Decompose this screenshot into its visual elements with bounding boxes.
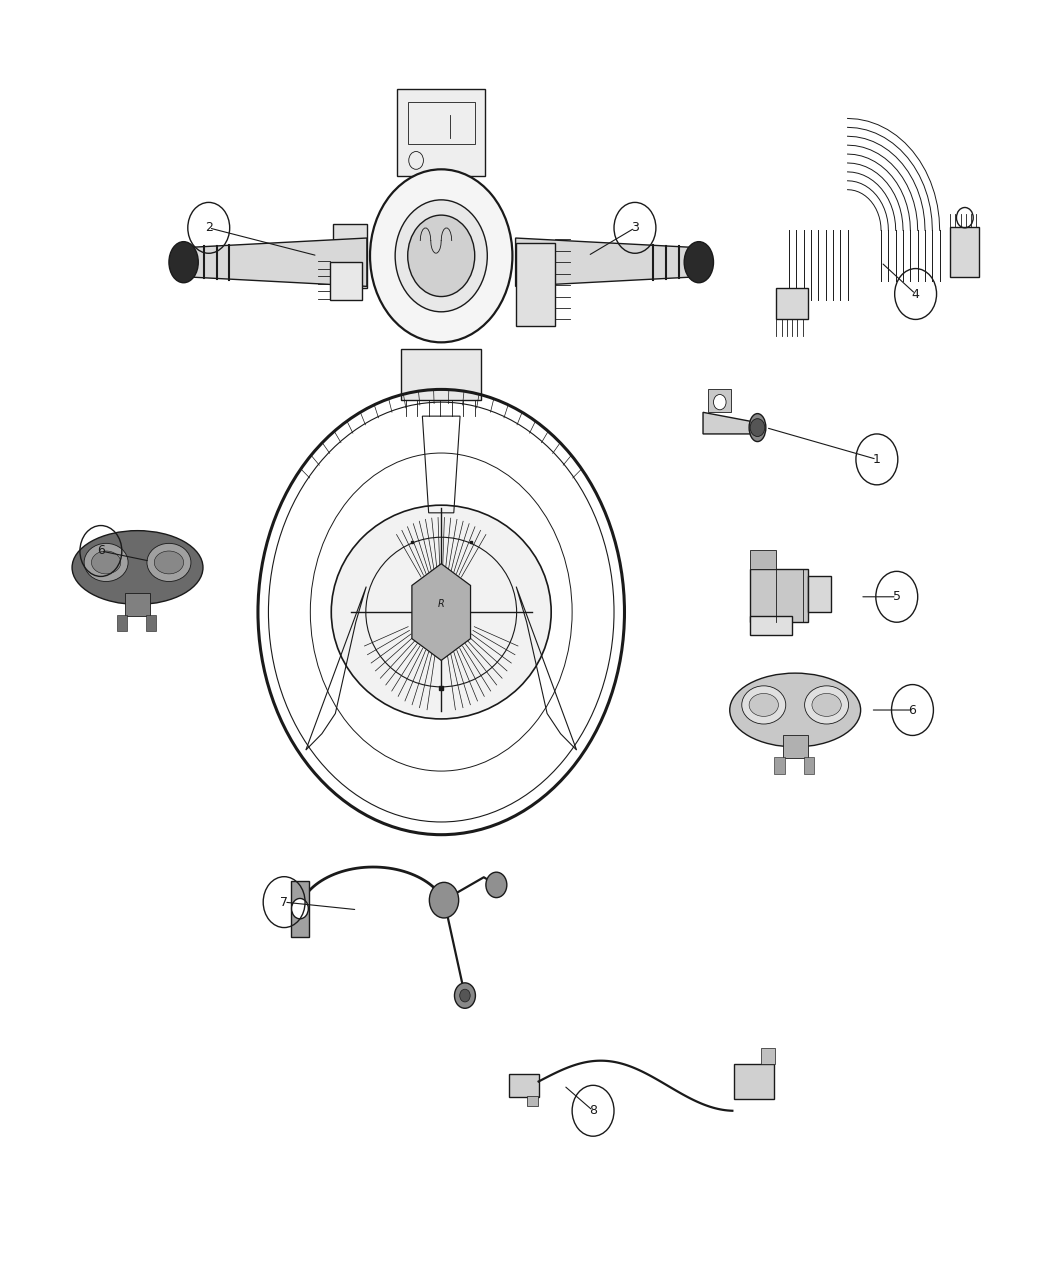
Text: 3: 3 <box>631 222 638 235</box>
Ellipse shape <box>169 242 198 283</box>
Circle shape <box>370 170 512 343</box>
Bar <box>407 102 475 144</box>
Circle shape <box>750 418 764 436</box>
Bar <box>401 348 481 399</box>
Ellipse shape <box>812 694 841 717</box>
Bar <box>950 227 980 278</box>
Circle shape <box>429 882 459 918</box>
Bar <box>333 224 366 288</box>
Ellipse shape <box>154 551 184 574</box>
Ellipse shape <box>91 551 121 574</box>
Ellipse shape <box>147 543 191 581</box>
Bar <box>125 593 150 616</box>
Ellipse shape <box>730 673 861 747</box>
Ellipse shape <box>72 530 203 604</box>
Bar <box>782 736 807 759</box>
Polygon shape <box>412 564 470 660</box>
Bar <box>750 550 776 569</box>
Text: 8: 8 <box>589 1104 597 1117</box>
Bar <box>146 615 156 631</box>
Bar <box>750 569 807 622</box>
Bar <box>760 1048 775 1063</box>
Text: 6: 6 <box>97 544 105 557</box>
Text: 1: 1 <box>873 453 881 465</box>
Bar <box>397 89 485 176</box>
Circle shape <box>714 394 726 409</box>
Bar <box>776 288 807 320</box>
Polygon shape <box>704 412 750 434</box>
Circle shape <box>395 200 487 312</box>
Bar <box>750 616 792 635</box>
Bar <box>291 881 310 937</box>
Polygon shape <box>184 238 366 287</box>
Ellipse shape <box>331 505 551 719</box>
Bar <box>774 757 784 774</box>
Ellipse shape <box>685 242 714 283</box>
Ellipse shape <box>804 686 848 724</box>
Circle shape <box>486 872 507 898</box>
Bar <box>516 244 555 326</box>
Bar <box>330 263 361 301</box>
Ellipse shape <box>741 686 785 724</box>
Bar <box>709 389 731 412</box>
Bar <box>509 1074 539 1096</box>
Ellipse shape <box>749 694 778 717</box>
Text: 7: 7 <box>280 895 288 909</box>
Polygon shape <box>516 238 699 287</box>
Circle shape <box>407 215 475 297</box>
Bar <box>527 1095 538 1105</box>
Bar <box>803 757 814 774</box>
Bar <box>117 615 127 631</box>
Text: 2: 2 <box>205 222 213 235</box>
Circle shape <box>455 983 476 1009</box>
Text: 5: 5 <box>892 590 901 603</box>
Ellipse shape <box>84 543 128 581</box>
Ellipse shape <box>749 413 765 441</box>
Text: 4: 4 <box>911 287 920 301</box>
Circle shape <box>460 989 470 1002</box>
Text: R: R <box>438 599 444 609</box>
Bar <box>807 576 831 612</box>
Text: 6: 6 <box>908 704 917 717</box>
Bar <box>734 1063 774 1099</box>
Circle shape <box>292 899 309 919</box>
